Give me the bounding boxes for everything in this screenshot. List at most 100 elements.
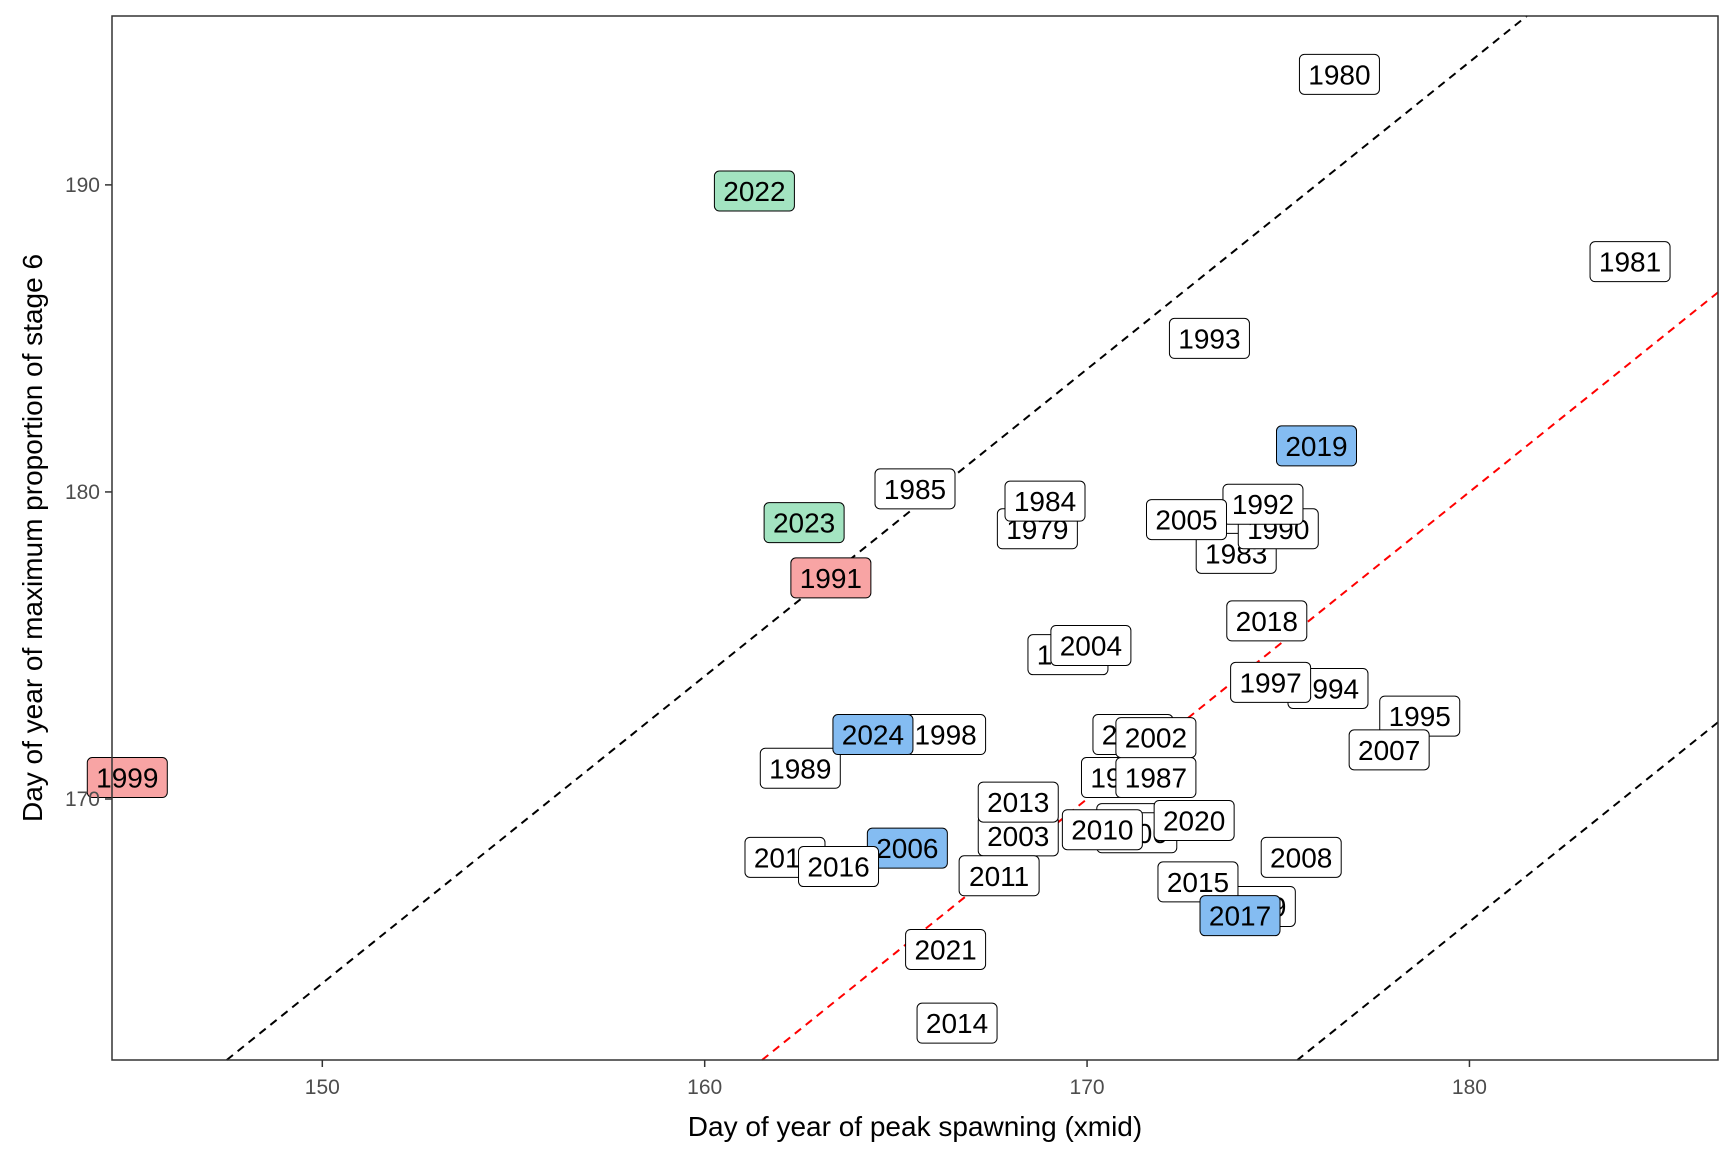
y-tick-label: 180 xyxy=(65,481,100,504)
point-label-box xyxy=(1230,661,1312,703)
point-label-2024: 2024 xyxy=(832,714,914,756)
point-label-text: 2022 xyxy=(723,176,785,207)
point-label-box xyxy=(1050,624,1132,666)
point-label-text: 1980 xyxy=(1308,59,1370,90)
point-label-2018: 2018 xyxy=(1226,600,1308,642)
point-label-box xyxy=(1276,425,1357,467)
point-label-1999: 1999 xyxy=(86,757,168,799)
point-label-1981: 1981 xyxy=(1589,241,1671,283)
point-label-2020: 2020 xyxy=(1153,799,1235,841)
point-label-text: 2015 xyxy=(1167,867,1229,898)
point-label-2006: 2006 xyxy=(866,827,948,869)
point-label-box xyxy=(874,468,956,510)
point-label-2019: 2019 xyxy=(1276,425,1357,467)
point-label-1995: 1995 xyxy=(1379,695,1461,737)
point-label-1985: 1985 xyxy=(874,468,956,510)
point-label-text: 2013 xyxy=(987,787,1049,818)
point-label-text: 1997 xyxy=(1239,667,1301,698)
point-label-text: 2018 xyxy=(1236,606,1298,637)
point-label-box xyxy=(1348,729,1430,771)
point-label-text: 1981 xyxy=(1599,247,1661,278)
point-label-text: 2020 xyxy=(1163,805,1225,836)
x-tick-label: 160 xyxy=(687,1076,722,1099)
point-label-box xyxy=(1226,600,1308,642)
point-label-text: 2004 xyxy=(1060,630,1122,661)
point-label-box xyxy=(916,1002,998,1044)
point-label-1993: 1993 xyxy=(1168,317,1250,359)
point-label-2023: 2023 xyxy=(763,502,845,544)
point-label-text: 2011 xyxy=(969,861,1029,892)
point-label-2004: 2004 xyxy=(1050,624,1132,666)
point-label-text: 2014 xyxy=(926,1008,988,1039)
point-label-text: 2003 xyxy=(987,821,1049,852)
point-label-text: 2023 xyxy=(773,508,835,539)
point-label-box xyxy=(905,928,987,970)
points-layer: 1979198019811983198419851986198719881989… xyxy=(86,53,1671,1044)
point-label-1998: 1998 xyxy=(905,714,987,756)
x-tick-label: 180 xyxy=(1452,1076,1487,1099)
x-axis-title: Day of year of peak spawning (xmid) xyxy=(688,1111,1142,1142)
point-label-text: 1984 xyxy=(1014,486,1076,517)
point-label-text: 2006 xyxy=(876,833,938,864)
point-label-2011: 2011 xyxy=(958,855,1040,897)
x-tick-label: 170 xyxy=(1070,1076,1105,1099)
point-label-1987: 1987 xyxy=(1115,757,1197,799)
point-label-2002: 2002 xyxy=(1115,717,1197,759)
axes-layer: 150 160 170 180 170 180 190 xyxy=(65,174,1487,1099)
point-label-text: 1991 xyxy=(800,563,862,594)
panel-border xyxy=(111,15,1719,1061)
point-label-text: 1989 xyxy=(769,753,831,784)
point-label-text: 2016 xyxy=(807,852,869,883)
point-label-2008: 2008 xyxy=(1260,836,1342,878)
point-label-1984: 1984 xyxy=(1004,480,1086,522)
point-label-text: 1998 xyxy=(914,720,976,751)
point-label-text: 1995 xyxy=(1389,701,1451,732)
point-label-1980: 1980 xyxy=(1298,53,1380,95)
point-label-box xyxy=(1260,836,1342,878)
point-label-box xyxy=(977,781,1059,823)
point-label-box xyxy=(1168,317,1250,359)
point-label-box xyxy=(1589,241,1671,283)
point-label-2021: 2021 xyxy=(905,928,987,970)
point-label-text: 2007 xyxy=(1358,735,1420,766)
point-label-text: 1992 xyxy=(1232,489,1294,520)
point-label-text: 1985 xyxy=(884,474,946,505)
point-label-2010: 2010 xyxy=(1061,809,1143,851)
point-label-1992: 1992 xyxy=(1222,483,1304,525)
point-label-2014: 2014 xyxy=(916,1002,998,1044)
point-label-2005: 2005 xyxy=(1145,499,1227,541)
y-axis-title: Day of year of maximum proportion of sta… xyxy=(17,254,48,822)
point-label-text: 2002 xyxy=(1125,723,1187,754)
point-label-box xyxy=(1115,717,1197,759)
point-label-2016: 2016 xyxy=(798,846,880,888)
point-label-text: 1993 xyxy=(1178,323,1240,354)
point-label-2013: 2013 xyxy=(977,781,1059,823)
reference-line-3 xyxy=(1296,721,1719,1061)
point-label-text: 2005 xyxy=(1155,505,1217,536)
point-label-2015: 2015 xyxy=(1157,861,1239,903)
point-label-box xyxy=(1153,799,1235,841)
y-tick-label: 170 xyxy=(65,788,100,811)
point-label-text: 2021 xyxy=(914,934,976,965)
point-label-1989: 1989 xyxy=(759,747,841,789)
point-label-text: 2019 xyxy=(1285,431,1347,462)
point-label-text: 2008 xyxy=(1270,842,1332,873)
point-label-box xyxy=(713,170,795,212)
point-label-box xyxy=(86,757,168,799)
point-label-text: 2024 xyxy=(842,720,904,751)
point-label-box xyxy=(1145,499,1227,541)
point-label-1991: 1991 xyxy=(790,557,872,599)
point-label-box xyxy=(958,855,1040,897)
point-label-1997: 1997 xyxy=(1230,661,1312,703)
point-label-text: 1999 xyxy=(96,763,158,794)
point-label-2003: 2003 xyxy=(977,815,1059,857)
point-label-box xyxy=(1061,809,1143,851)
point-label-2007: 2007 xyxy=(1348,729,1430,771)
point-label-text: 2017 xyxy=(1209,901,1271,932)
x-tick-label: 150 xyxy=(305,1076,340,1099)
point-label-box xyxy=(790,557,872,599)
point-label-box xyxy=(763,502,845,544)
point-label-2022: 2022 xyxy=(713,170,795,212)
point-label-text: 1987 xyxy=(1125,763,1187,794)
